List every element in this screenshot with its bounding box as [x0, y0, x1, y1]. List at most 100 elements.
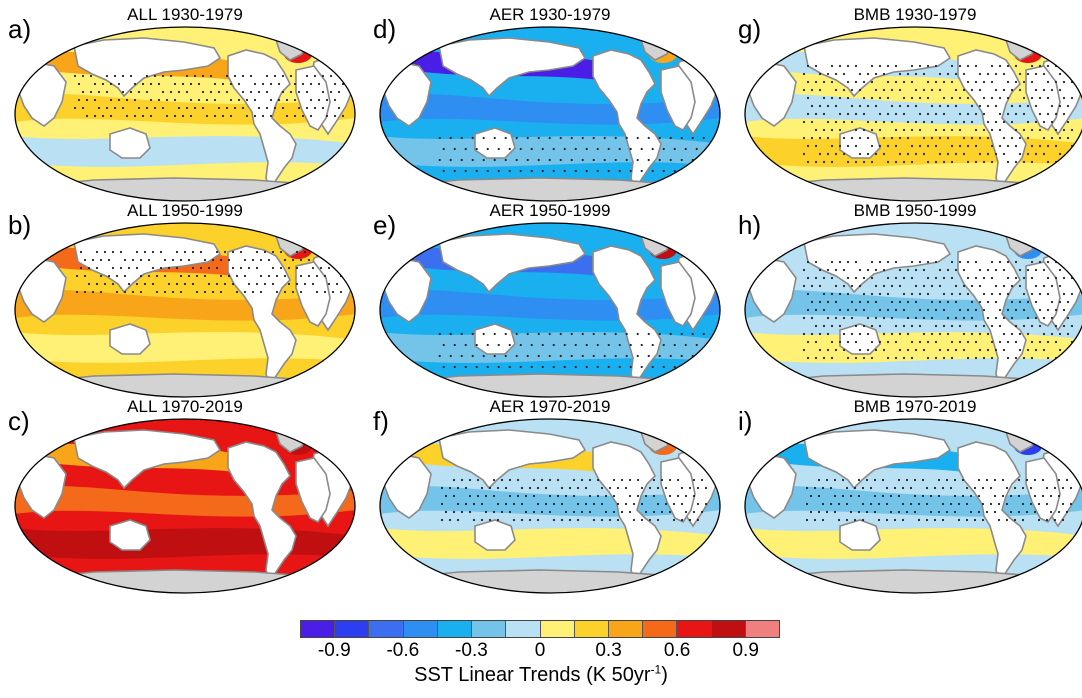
- land-mass: [839, 519, 881, 551]
- map-border: [14, 222, 356, 398]
- colorbar-tick-label: 0.6: [663, 640, 691, 661]
- colorbar-swatch: [643, 621, 678, 637]
- land-mass: [660, 457, 696, 524]
- map-border: [14, 26, 356, 202]
- land-mass: [474, 323, 516, 355]
- land-mass: [1025, 65, 1061, 132]
- colorbar-swatch: [745, 621, 780, 637]
- land-mass: [1025, 457, 1061, 524]
- land-mass: [660, 65, 696, 132]
- trend-band: [745, 528, 1082, 559]
- colorbar-swatch: [403, 621, 438, 637]
- colorbar-tick-label: 0.9: [732, 640, 759, 661]
- land-mass: [474, 519, 516, 551]
- map-border: [379, 26, 721, 202]
- land-mass: [803, 429, 952, 490]
- panel-title: BMB 1950-1999: [853, 201, 977, 220]
- colorbar-title-sup: -1: [650, 662, 662, 677]
- panel-letter: h): [738, 210, 762, 240]
- land-mass: [592, 245, 662, 388]
- land-mass: [474, 127, 516, 159]
- colorbar-swatch: [301, 621, 336, 637]
- significance-stipple: [802, 260, 1074, 360]
- panel-letter: f): [373, 406, 389, 436]
- trend-band: [380, 136, 720, 167]
- land-mass: [592, 49, 662, 192]
- colorbar-swatch: [335, 621, 370, 637]
- colorbar-swatch: [506, 621, 541, 637]
- land-mass: [957, 245, 1027, 388]
- significance-stipple: [73, 74, 345, 118]
- land-mass: [295, 65, 331, 132]
- land-mass: [592, 441, 662, 584]
- panel-title: AER 1970-2019: [489, 397, 611, 416]
- map-panel: [379, 26, 721, 202]
- colorbar-swatch: [472, 621, 507, 637]
- land-mass: [957, 49, 1027, 192]
- land-mass: [109, 127, 151, 159]
- land-mass: [438, 233, 587, 294]
- colorbar-title: SST Linear Trends (K 50yr-1): [0, 663, 1082, 687]
- panel-letter: a): [8, 14, 32, 44]
- map-panel: [379, 418, 721, 594]
- land-mass: [73, 429, 222, 490]
- significance-stipple: [805, 478, 1073, 522]
- panel-title: BMB 1970-2019: [853, 397, 977, 416]
- land-mass: [73, 37, 222, 98]
- significance-stipple: [75, 250, 343, 294]
- colorbar-swatch: [369, 621, 404, 637]
- land-mass: [295, 457, 331, 524]
- colorbar-swatch: [711, 621, 746, 637]
- land-mass: [660, 261, 696, 328]
- map-border: [744, 222, 1082, 398]
- land-mass: [227, 441, 297, 584]
- map-border: [379, 418, 721, 594]
- map-border: [744, 418, 1082, 594]
- trend-band: [15, 136, 355, 167]
- panel-letter: b): [8, 210, 32, 240]
- panel-letter: c): [8, 406, 30, 436]
- map-panel: [14, 222, 356, 398]
- colorbar-tick-label: -0.9: [317, 640, 351, 661]
- land-mass: [109, 323, 151, 355]
- land-mass: [438, 429, 587, 490]
- land-mass: [227, 245, 297, 388]
- colorbar-tick-label: 0.3: [595, 640, 622, 661]
- colorbar-swatch: [608, 621, 644, 637]
- colorbar-swatch: [437, 621, 473, 637]
- land-mass: [957, 441, 1027, 584]
- colorbar-swatch: [574, 621, 609, 637]
- significance-stipple: [438, 136, 709, 173]
- panel-title: ALL 1950-1999: [127, 201, 243, 220]
- map-border: [379, 222, 721, 398]
- map-panel: [14, 26, 356, 202]
- colorbar-tick-label: -0.3: [455, 640, 488, 661]
- land-mass: [803, 37, 952, 98]
- map-border: [14, 418, 356, 594]
- colorbar-swatch: [540, 621, 575, 637]
- map-panel: [379, 222, 721, 398]
- panel-title: ALL 1970-2019: [127, 397, 243, 416]
- colorbar-title-end: ): [661, 664, 668, 686]
- panel-letter: d): [373, 14, 397, 44]
- map-panel: [744, 222, 1082, 398]
- significance-stipple: [438, 332, 709, 369]
- panel-letter: i): [738, 406, 753, 436]
- land-mass: [839, 323, 881, 355]
- trend-band: [380, 528, 720, 559]
- colorbar-tick-label: -0.6: [386, 640, 420, 661]
- panel-letter: e): [373, 210, 397, 240]
- map-panel: [14, 418, 356, 594]
- trend-band: [380, 332, 720, 363]
- panel-title: ALL 1930-1979: [127, 5, 243, 24]
- land-mass: [803, 233, 952, 294]
- map-panel: [744, 26, 1082, 202]
- colorbar-title-text: SST Linear Trends (K 50yr: [414, 664, 651, 686]
- trend-band: [15, 528, 355, 559]
- map-panel: [744, 418, 1082, 594]
- map-border: [744, 26, 1082, 202]
- land-mass: [1025, 261, 1061, 328]
- land-mass: [839, 127, 881, 159]
- trend-band: [15, 332, 355, 363]
